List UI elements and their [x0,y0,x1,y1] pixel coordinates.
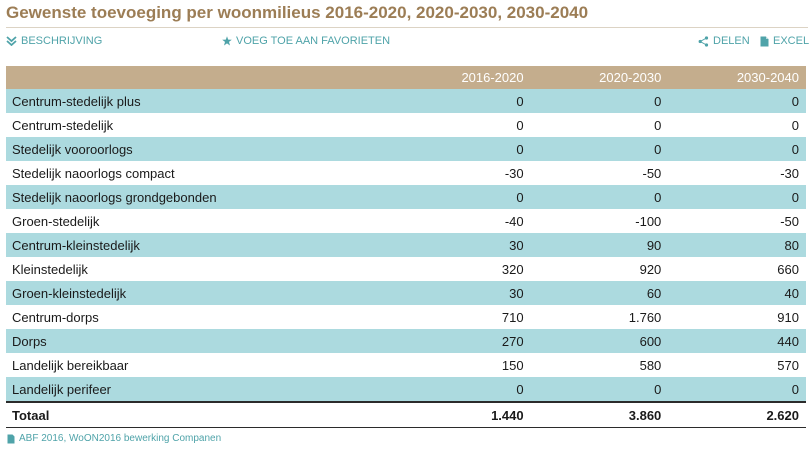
cell-value: 920 [530,257,669,281]
row-label: Landelijk bereikbaar [6,353,393,377]
cell-value: 0 [668,89,806,113]
cell-value: 1.760 [530,305,669,329]
description-label: BESCHRIJVING [21,35,103,47]
cell-value: 0 [392,185,531,209]
table-row: Centrum-kleinstedelijk 30 90 80 [6,233,806,257]
cell-value: -40 [392,209,531,233]
cell-value: 80 [668,233,806,257]
source-text: ABF 2016, WoON2016 bewerking Companen [19,433,222,444]
description-button[interactable]: BESCHRIJVING [6,35,102,47]
row-label: Centrum-stedelijk [6,113,393,137]
cell-value: -100 [530,209,669,233]
table-row: Stedelijk naoorlogs grondgebonden 0 0 0 [6,185,806,209]
table-row: Centrum-stedelijk 0 0 0 [6,113,806,137]
row-label: Centrum-dorps [6,305,393,329]
cell-value: 60 [530,281,669,305]
row-label: Groen-kleinstedelijk [6,281,393,305]
cell-value: 0 [668,185,806,209]
cell-value: 30 [392,281,531,305]
cell-value: 580 [530,353,669,377]
excel-label: EXCEL [773,35,810,47]
row-label: Stedelijk vooroorlogs [6,137,393,161]
add-favorite-label: VOEG TOE AAN FAVORIETEN [236,35,391,47]
cell-value: -50 [668,209,806,233]
cell-value: 0 [530,185,669,209]
cell-value: 0 [668,113,806,137]
row-label: Landelijk perifeer [6,377,393,402]
table-row: Stedelijk naoorlogs compact -30 -50 -30 [6,161,806,185]
document-icon [7,434,15,443]
table-row: Groen-stedelijk -40 -100 -50 [6,209,806,233]
row-label: Kleinstedelijk [6,257,393,281]
cell-value: 0 [392,137,531,161]
cell-value: -30 [392,161,531,185]
total-label: Totaal [6,401,393,428]
table-row: Stedelijk vooroorlogs 0 0 0 [6,137,806,161]
source-note: ABF 2016, WoON2016 bewerking Companen [7,433,221,444]
row-label: Centrum-stedelijk plus [6,89,393,113]
share-icon [698,35,709,47]
cell-value: 440 [668,329,806,353]
total-value: 3.860 [530,401,669,428]
cell-value: 40 [668,281,806,305]
table-row: Landelijk bereikbaar 150 580 570 [6,353,806,377]
expand-icon [6,36,17,46]
page-title: Gewenste toevoeging per woonmilieus 2016… [6,3,589,22]
table-row: Groen-kleinstedelijk 30 60 40 [6,281,806,305]
row-label: Centrum-kleinstedelijk [6,233,393,257]
cell-value: 910 [668,305,806,329]
cell-value: 30 [392,233,531,257]
cell-value: 0 [530,377,669,402]
add-favorite-button[interactable]: VOEG TOE AAN FAVORIETEN [222,35,390,47]
share-label: DELEN [713,35,750,47]
cell-value: 0 [392,377,531,402]
row-label: Groen-stedelijk [6,209,393,233]
row-label: Stedelijk naoorlogs grondgebonden [6,185,393,209]
table-row: Landelijk perifeer 0 0 0 [6,377,806,402]
title-divider [6,27,808,28]
table-row: Kleinstedelijk 320 920 660 [6,257,806,281]
table-row: Dorps 270 600 440 [6,329,806,353]
row-label: Stedelijk naoorlogs compact [6,161,393,185]
star-icon [222,36,232,46]
cell-value: 0 [668,377,806,402]
column-header-2020-2030: 2020-2030 [530,66,669,89]
table-header-row: 2016-2020 2020-2030 2030-2040 [6,66,806,89]
table-row: Centrum-dorps 710 1.760 910 [6,305,806,329]
toolbar: BESCHRIJVING VOEG TOE AAN FAVORIETEN DEL… [0,35,812,49]
cell-value: -50 [530,161,669,185]
table-row: Centrum-stedelijk plus 0 0 0 [6,89,806,113]
cell-value: 0 [530,89,669,113]
total-row: Totaal 1.440 3.860 2.620 [6,401,806,428]
share-button[interactable]: DELEN [698,35,750,47]
cell-value: 570 [668,353,806,377]
document-icon [760,36,769,46]
column-header-2030-2040: 2030-2040 [668,66,806,89]
cell-value: 0 [668,137,806,161]
cell-value: 0 [530,113,669,137]
data-table: 2016-2020 2020-2030 2030-2040 Centrum-st… [6,66,806,428]
column-header-label [6,66,393,89]
cell-value: 600 [530,329,669,353]
total-value: 1.440 [392,401,531,428]
cell-value: 710 [392,305,531,329]
row-label: Dorps [6,329,393,353]
cell-value: -30 [668,161,806,185]
cell-value: 0 [530,137,669,161]
cell-value: 660 [668,257,806,281]
cell-value: 150 [392,353,531,377]
cell-value: 90 [530,233,669,257]
excel-export-button[interactable]: EXCEL [760,35,809,47]
column-header-2016-2020: 2016-2020 [392,66,531,89]
cell-value: 0 [392,89,531,113]
total-value: 2.620 [668,401,806,428]
cell-value: 270 [392,329,531,353]
cell-value: 0 [392,113,531,137]
cell-value: 320 [392,257,531,281]
